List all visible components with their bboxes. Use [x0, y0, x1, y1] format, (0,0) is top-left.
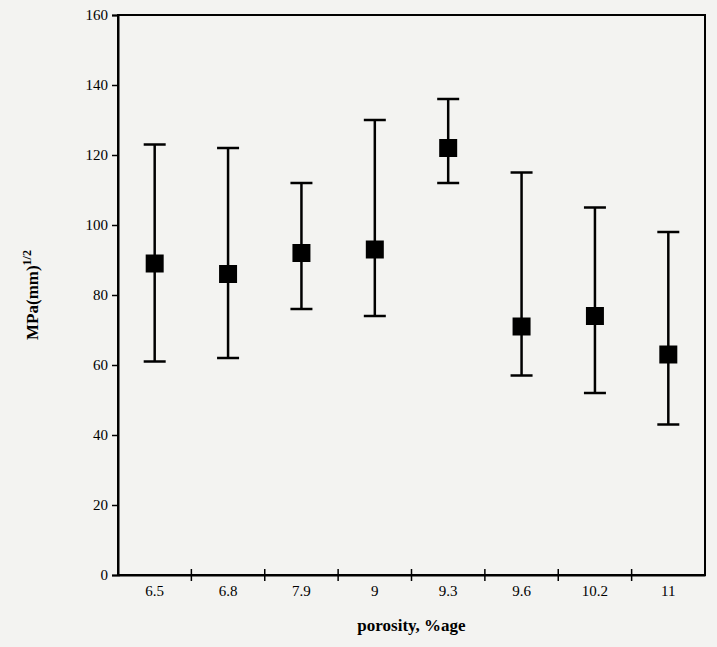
- y-tick-mark: [112, 295, 118, 297]
- y-tick-mark: [112, 505, 118, 507]
- data-point: [146, 255, 164, 273]
- x-tick: 6.8: [219, 583, 238, 599]
- y-tick-mark: [112, 155, 118, 157]
- x-tick-label: 10.2: [582, 583, 608, 599]
- x-tick-label: 6.8: [219, 583, 238, 599]
- x-tick: 9: [371, 583, 379, 599]
- error-cap-low: [657, 423, 679, 426]
- x-separator-tick: [411, 569, 413, 581]
- x-separator-tick: [264, 569, 266, 581]
- error-cap-low: [364, 315, 386, 318]
- x-tick: 11: [661, 583, 675, 599]
- plot-frame: [118, 15, 705, 575]
- error-cap-low: [511, 374, 533, 377]
- y-tick-label: 140: [86, 77, 109, 93]
- x-separator-tick: [558, 569, 560, 581]
- error-cap-high: [657, 231, 679, 234]
- x-separator-tick: [484, 569, 486, 581]
- y-tick-mark: [112, 365, 118, 367]
- y-tick-mark: [112, 575, 118, 577]
- data-point: [586, 307, 604, 325]
- x-tick-label: 9: [371, 583, 379, 599]
- error-cap-high: [437, 98, 459, 101]
- error-bar: [594, 208, 597, 394]
- data-point: [513, 318, 531, 336]
- y-tick-label: 120: [86, 147, 109, 163]
- y-tick-mark: [112, 225, 118, 227]
- error-cap-low: [290, 308, 312, 311]
- data-point: [219, 265, 237, 283]
- error-cap-low: [437, 182, 459, 185]
- y-tick-mark: [112, 85, 118, 87]
- x-axis-title: porosity, %age: [357, 616, 466, 635]
- x-separator-tick: [631, 569, 633, 581]
- x-tick: 6.5: [145, 583, 164, 599]
- y-tick-label: 20: [93, 497, 108, 513]
- error-cap-low: [584, 392, 606, 395]
- x-tick: 10.2: [582, 583, 608, 599]
- y-axis-title: MPa(mm)1/2: [20, 250, 42, 340]
- data-point: [292, 244, 310, 262]
- y-tick-label: 60: [93, 357, 108, 373]
- x-tick-label: 7.9: [292, 583, 311, 599]
- x-tick: 9.3: [439, 583, 458, 599]
- chart: 0 20 40 60 80 100 120 140 160 6.5 6.8 7.9 9 9.3 9.6 10.…: [0, 0, 717, 647]
- error-bar: [227, 148, 230, 358]
- y-tick-label: 160: [86, 7, 109, 23]
- marks: [144, 99, 680, 425]
- y-tick: 0: [101, 567, 119, 583]
- y-tick-label: 100: [86, 217, 109, 233]
- y-axis-line: [112, 16, 119, 576]
- error-bar: [153, 145, 156, 362]
- data-point: [366, 241, 384, 259]
- y-axis: 0 20 40 60 80 100 120 140 160: [86, 7, 119, 583]
- error-cap-high: [584, 206, 606, 209]
- y-tick: 160: [86, 7, 119, 23]
- error-bar: [520, 173, 523, 376]
- error-bar: [667, 232, 670, 425]
- y-tick-mark: [112, 435, 118, 437]
- x-tick-label: 11: [661, 583, 675, 599]
- x-tick-label: 6.5: [145, 583, 164, 599]
- y-tick: 40: [93, 427, 118, 443]
- error-bar: [374, 120, 377, 316]
- y-tick: 80: [93, 287, 118, 303]
- error-cap-high: [290, 182, 312, 185]
- plot: 0 20 40 60 80 100 120 140 160 6.5 6.8 7.9 9 9.3 9.6 10.…: [86, 7, 706, 598]
- x-tick: 9.6: [512, 583, 531, 599]
- x-tick: 7.9: [292, 583, 311, 599]
- y-tick: 20: [93, 497, 118, 513]
- y-tick: 140: [86, 77, 119, 93]
- y-tick: 60: [93, 357, 118, 373]
- error-cap-high: [364, 119, 386, 122]
- error-cap-high: [217, 147, 239, 150]
- x-tick-label: 9.6: [512, 583, 531, 599]
- error-cap-low: [217, 357, 239, 360]
- data-point: [659, 346, 677, 364]
- y-tick: 120: [86, 147, 119, 163]
- error-cap-high: [144, 143, 166, 146]
- x-separator-tick: [191, 569, 193, 581]
- x-tick-label: 9.3: [439, 583, 458, 599]
- y-tick: 100: [86, 217, 119, 233]
- y-tick-label: 0: [101, 567, 109, 583]
- error-cap-low: [144, 360, 166, 363]
- x-separator-tick: [337, 569, 339, 581]
- data-point: [439, 139, 457, 157]
- y-tick-label: 40: [93, 427, 108, 443]
- y-tick-mark: [112, 15, 118, 17]
- y-tick-label: 80: [93, 287, 108, 303]
- error-cap-high: [511, 171, 533, 174]
